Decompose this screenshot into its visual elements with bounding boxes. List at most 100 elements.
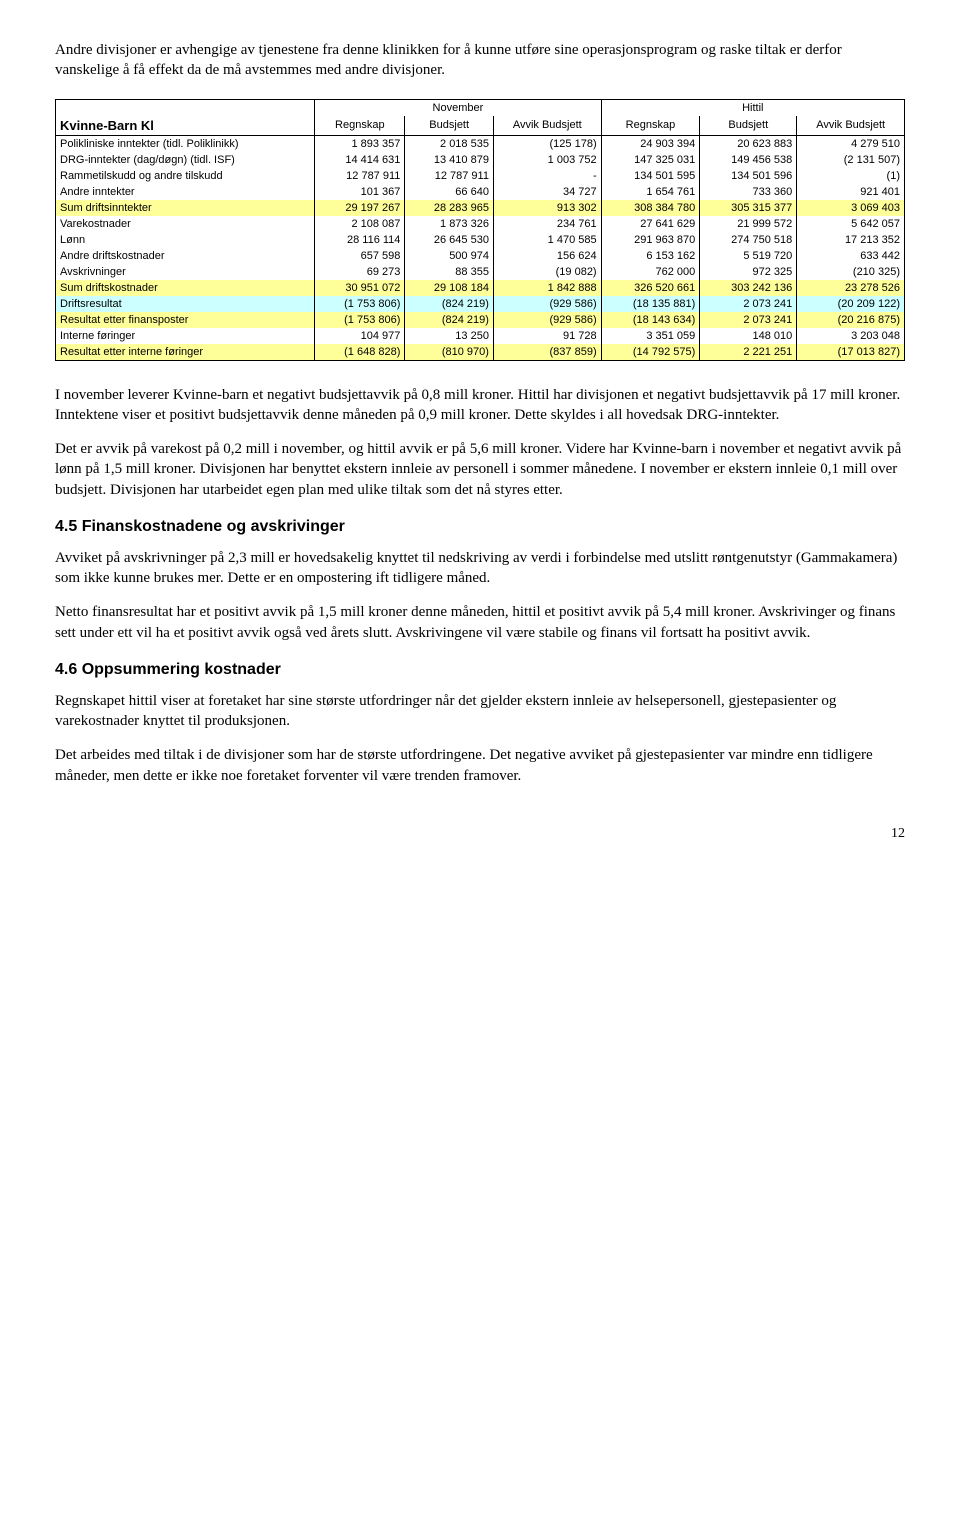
row-value: 1 893 357 [315,135,405,152]
row-value: 29 197 267 [315,200,405,216]
row-value: 69 273 [315,264,405,280]
row-value: 6 153 162 [601,248,700,264]
row-value: 1 842 888 [493,280,601,296]
col-regnskap-2: Regnskap [601,116,700,136]
row-value: (929 586) [493,296,601,312]
table-row: Rammetilskudd og andre tilskudd12 787 91… [56,168,905,184]
row-value: 30 951 072 [315,280,405,296]
row-value: (20 209 122) [797,296,905,312]
heading-4-5: 4.5 Finanskostnadene og avskrivinger [55,518,905,536]
analysis-para-1: I november leverer Kvinne-barn et negati… [55,385,905,426]
row-value: (837 859) [493,344,601,361]
row-value: 657 598 [315,248,405,264]
heading-4-6: 4.6 Oppsummering kostnader [55,661,905,679]
table-group-header: November Hittil [56,99,905,116]
analysis-para-5: Regnskapet hittil viser at foretaket har… [55,691,905,732]
row-value: 2 018 535 [405,135,494,152]
row-value: 3 069 403 [797,200,905,216]
row-value: (125 178) [493,135,601,152]
analysis-para-3: Avviket på avskrivninger på 2,3 mill er … [55,548,905,589]
row-value: 27 641 629 [601,216,700,232]
row-value: 148 010 [700,328,797,344]
row-value: (1 753 806) [315,312,405,328]
row-value: (17 013 827) [797,344,905,361]
table-column-header: Kvinne-Barn Kl Regnskap Budsjett Avvik B… [56,116,905,136]
col-budsjett-1: Budsjett [405,116,494,136]
table-row: Andre driftskostnader657 598500 974156 6… [56,248,905,264]
row-value: - [493,168,601,184]
row-value: 101 367 [315,184,405,200]
row-value: 34 727 [493,184,601,200]
row-value: (20 216 875) [797,312,905,328]
row-label: Resultat etter interne føringer [56,344,315,361]
table-row: Driftsresultat(1 753 806)(824 219)(929 5… [56,296,905,312]
row-value: 5 519 720 [700,248,797,264]
row-value: 500 974 [405,248,494,264]
row-value: 147 325 031 [601,152,700,168]
row-value: (14 792 575) [601,344,700,361]
col-regnskap-1: Regnskap [315,116,405,136]
row-value: 291 963 870 [601,232,700,248]
table-row: Resultat etter interne føringer(1 648 82… [56,344,905,361]
row-label: Driftsresultat [56,296,315,312]
finance-table: November Hittil Kvinne-Barn Kl Regnskap … [55,99,905,361]
col-budsjett-2: Budsjett [700,116,797,136]
group-november: November [315,99,601,116]
row-value: 1 003 752 [493,152,601,168]
table-row: Resultat etter finansposter(1 753 806)(8… [56,312,905,328]
row-value: 303 242 136 [700,280,797,296]
row-value: 762 000 [601,264,700,280]
row-value: 921 401 [797,184,905,200]
row-value: (824 219) [405,296,494,312]
row-value: 13 410 879 [405,152,494,168]
row-value: (1 753 806) [315,296,405,312]
row-value: 29 108 184 [405,280,494,296]
col-avvik-1: Avvik Budsjett [493,116,601,136]
row-value: 26 645 530 [405,232,494,248]
row-value: 28 283 965 [405,200,494,216]
row-value: 12 787 911 [315,168,405,184]
row-value: (1) [797,168,905,184]
row-label: Lønn [56,232,315,248]
row-value: 13 250 [405,328,494,344]
row-label: Andre driftskostnader [56,248,315,264]
row-label: Rammetilskudd og andre tilskudd [56,168,315,184]
row-value: 972 325 [700,264,797,280]
table-row: Andre inntekter101 36766 64034 7271 654 … [56,184,905,200]
row-value: 66 640 [405,184,494,200]
row-value: 17 213 352 [797,232,905,248]
row-label: Varekostnader [56,216,315,232]
group-hittil: Hittil [601,99,904,116]
row-value: 3 351 059 [601,328,700,344]
row-value: 20 623 883 [700,135,797,152]
row-value: 633 442 [797,248,905,264]
row-value: (210 325) [797,264,905,280]
row-value: (1 648 828) [315,344,405,361]
row-value: 1 654 761 [601,184,700,200]
analysis-para-4: Netto finansresultat har et positivt avv… [55,602,905,643]
row-value: (2 131 507) [797,152,905,168]
row-label: Resultat etter finansposter [56,312,315,328]
row-value: (929 586) [493,312,601,328]
table-title: Kvinne-Barn Kl [56,116,315,136]
row-value: 308 384 780 [601,200,700,216]
row-value: 91 728 [493,328,601,344]
row-value: 14 414 631 [315,152,405,168]
row-value: 2 073 241 [700,312,797,328]
table-row: Interne føringer104 97713 25091 7283 351… [56,328,905,344]
row-value: 1 470 585 [493,232,601,248]
row-value: 12 787 911 [405,168,494,184]
row-value: 2 108 087 [315,216,405,232]
row-value: 274 750 518 [700,232,797,248]
row-value: 104 977 [315,328,405,344]
row-label: Polikliniske inntekter (tidl. Poliklinik… [56,135,315,152]
row-value: (18 143 634) [601,312,700,328]
row-value: (810 970) [405,344,494,361]
row-value: 4 279 510 [797,135,905,152]
row-value: 733 360 [700,184,797,200]
row-value: (18 135 881) [601,296,700,312]
row-value: 234 761 [493,216,601,232]
row-value: (19 082) [493,264,601,280]
row-value: 149 456 538 [700,152,797,168]
row-value: 24 903 394 [601,135,700,152]
